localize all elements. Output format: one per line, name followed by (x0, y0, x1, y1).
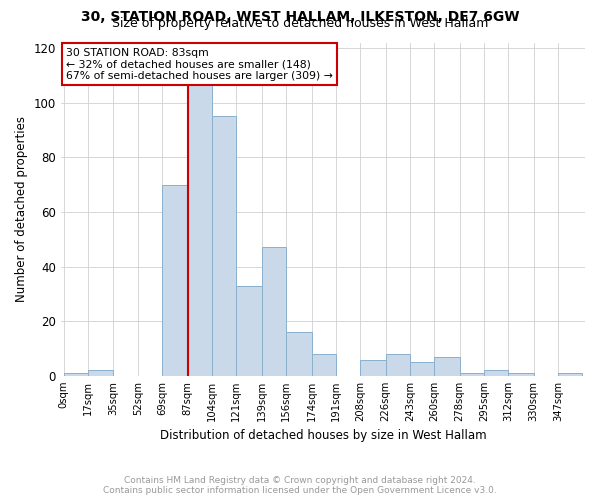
Bar (188, 67, 212, 376)
Bar (262, 248, 286, 376)
Bar (410, 362, 434, 376)
Bar (508, 373, 534, 376)
Bar (162, 184, 188, 376)
Bar (286, 332, 311, 376)
Y-axis label: Number of detached properties: Number of detached properties (15, 116, 28, 302)
Text: Contains HM Land Registry data © Crown copyright and database right 2024.
Contai: Contains HM Land Registry data © Crown c… (103, 476, 497, 495)
Text: 30, STATION ROAD, WEST HALLAM, ILKESTON, DE7 6GW: 30, STATION ROAD, WEST HALLAM, ILKESTON,… (81, 10, 519, 24)
Bar (386, 354, 410, 376)
Text: 30 STATION ROAD: 83sqm
← 32% of detached houses are smaller (148)
67% of semi-de: 30 STATION ROAD: 83sqm ← 32% of detached… (66, 48, 333, 80)
Text: Size of property relative to detached houses in West Hallam: Size of property relative to detached ho… (112, 18, 488, 30)
Bar (484, 370, 508, 376)
X-axis label: Distribution of detached houses by size in West Hallam: Distribution of detached houses by size … (160, 430, 486, 442)
Bar (236, 286, 262, 376)
Bar (558, 373, 582, 376)
Bar (360, 360, 386, 376)
Bar (311, 354, 336, 376)
Bar (460, 373, 484, 376)
Bar (64, 373, 88, 376)
Bar (88, 370, 113, 376)
Bar (434, 357, 460, 376)
Bar (212, 116, 236, 376)
